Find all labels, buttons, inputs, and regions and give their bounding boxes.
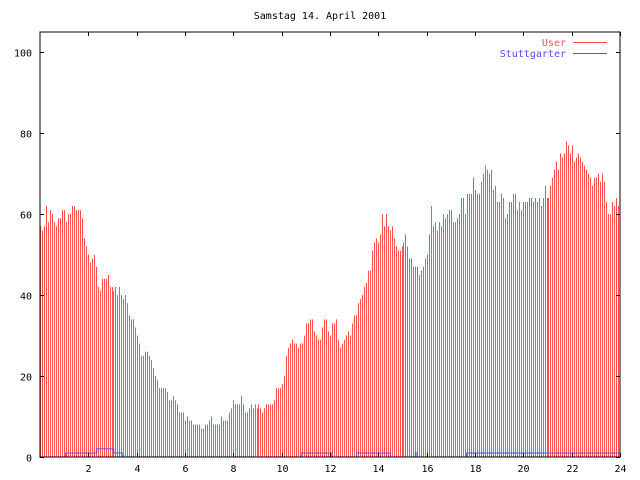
x-tick-label: 4 [134, 464, 140, 475]
x-tick-label: 20 [517, 464, 529, 475]
legend: User Stuttgarter [500, 38, 607, 60]
x-tick-label: 2 [85, 464, 91, 475]
y-tick-label: 60 [20, 211, 32, 222]
legend-label-user: User [542, 38, 566, 49]
x-tick-label: 10 [276, 464, 288, 475]
y-tick-label: 20 [20, 373, 32, 384]
x-tick-label: 22 [566, 464, 578, 475]
x-tick-label: 6 [182, 464, 188, 475]
stuttgarter-series [40, 448, 620, 458]
y-tick-label: 40 [20, 292, 32, 303]
y-tick-label: 80 [20, 130, 32, 141]
x-tick-label: 24 [614, 464, 626, 475]
y-tick-label: 100 [14, 49, 32, 60]
user-bars [40, 141, 619, 457]
x-tick-label: 16 [421, 464, 433, 475]
x-tick-label: 8 [230, 464, 236, 475]
y-axis: 0 20 40 60 80 100 [14, 49, 620, 465]
x-tick-label: 12 [324, 464, 336, 475]
chart-title: Samstag 14. April 2001 [254, 11, 386, 22]
x-tick-label: 14 [372, 464, 384, 475]
stuttgarter-line [40, 448, 620, 458]
y-tick-label: 0 [26, 454, 32, 465]
x-tick-label: 18 [469, 464, 481, 475]
x-axis: 2 4 6 8 10 12 14 16 18 20 22 24 [85, 32, 627, 475]
legend-label-stuttgarter: Stuttgarter [500, 49, 566, 60]
